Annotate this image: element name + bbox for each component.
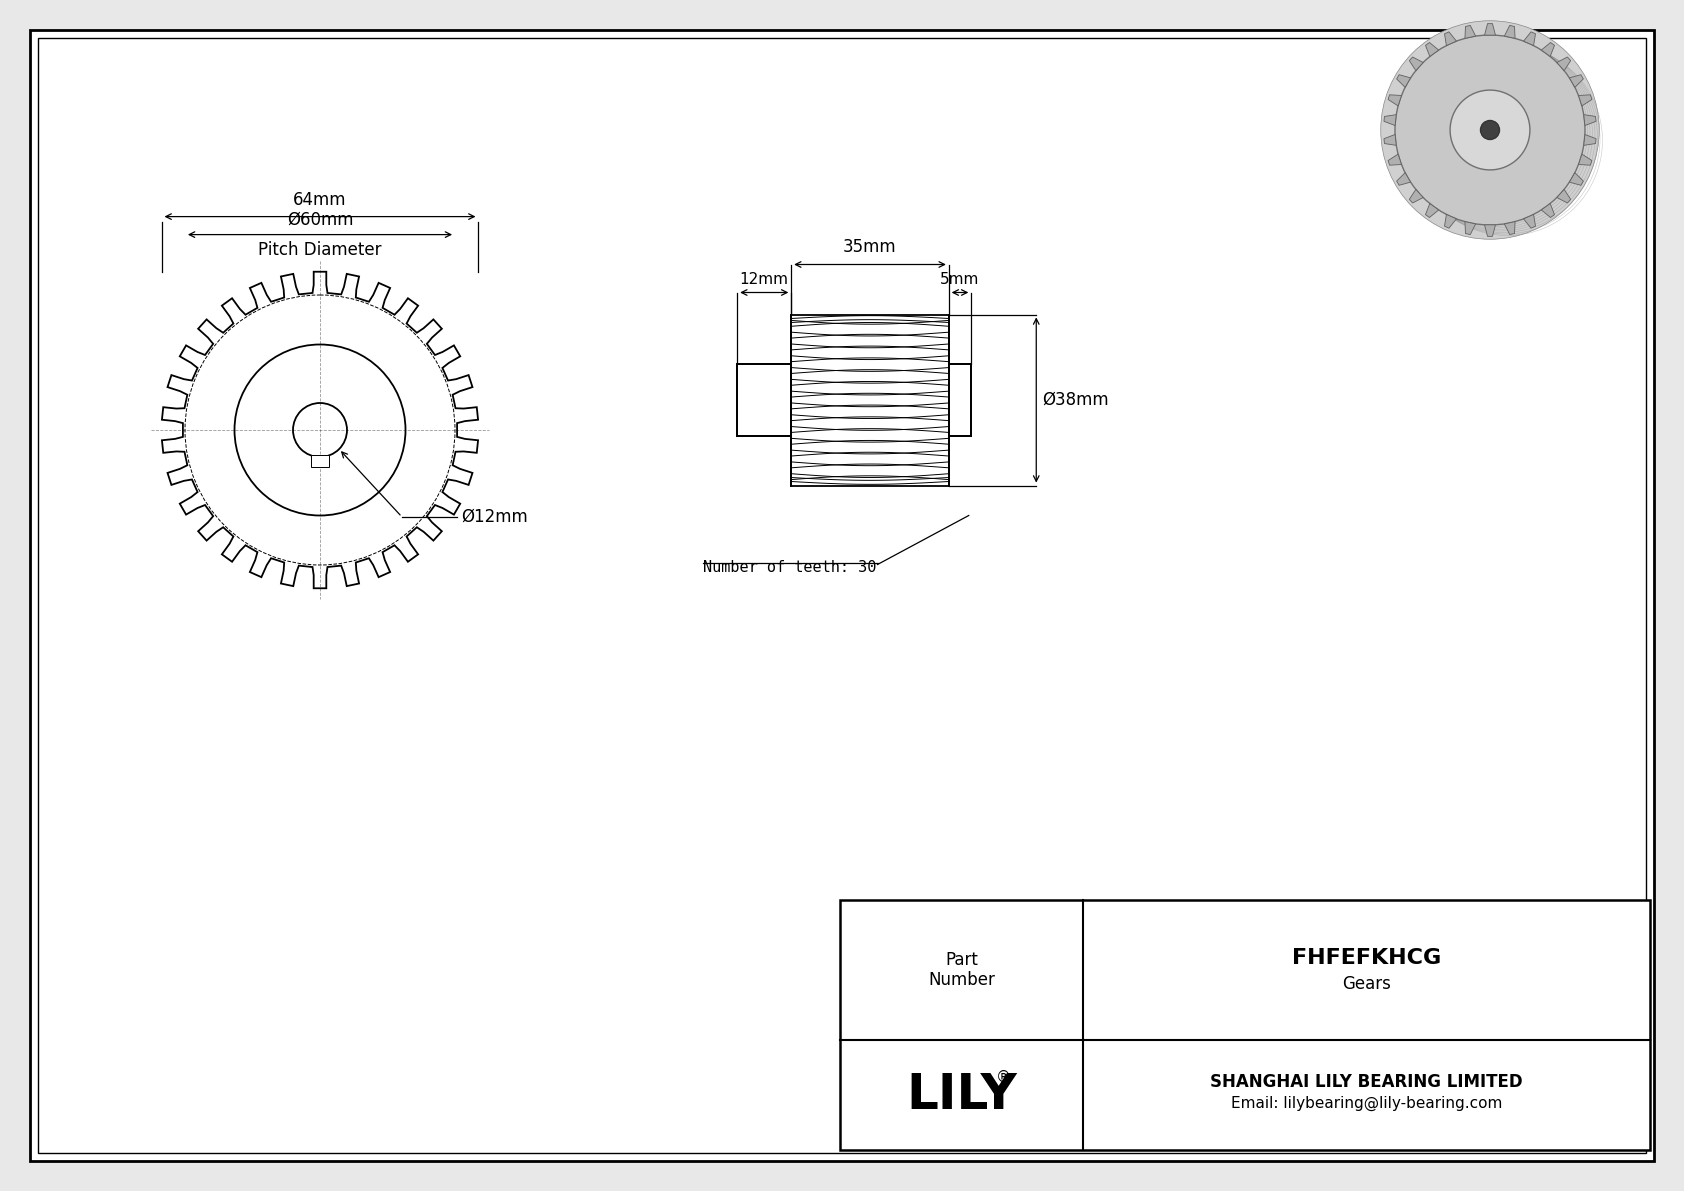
Text: SHANGHAI LILY BEARING LIMITED: SHANGHAI LILY BEARING LIMITED <box>1211 1073 1522 1091</box>
Polygon shape <box>1445 214 1457 229</box>
Polygon shape <box>1578 154 1591 166</box>
Text: 5mm: 5mm <box>940 272 980 287</box>
Polygon shape <box>1583 135 1596 145</box>
Circle shape <box>1394 35 1585 225</box>
Text: Ø60mm: Ø60mm <box>286 211 354 229</box>
Circle shape <box>1381 20 1600 239</box>
Polygon shape <box>1541 43 1554 56</box>
Circle shape <box>1450 91 1529 170</box>
Polygon shape <box>1425 204 1438 218</box>
Polygon shape <box>1388 154 1401 166</box>
Text: FHFEFKHCG: FHFEFKHCG <box>1292 948 1442 968</box>
Bar <box>791 314 948 486</box>
Bar <box>312 455 328 467</box>
Polygon shape <box>1583 114 1596 125</box>
Text: 12mm: 12mm <box>739 272 788 287</box>
Polygon shape <box>1569 173 1583 186</box>
Polygon shape <box>1569 75 1583 87</box>
Polygon shape <box>1556 189 1571 202</box>
Polygon shape <box>1396 75 1411 87</box>
Text: Ø12mm: Ø12mm <box>461 509 527 526</box>
Polygon shape <box>1556 57 1571 70</box>
Polygon shape <box>1410 57 1423 70</box>
Bar <box>948 364 972 436</box>
Polygon shape <box>1384 135 1396 145</box>
Polygon shape <box>1524 214 1536 229</box>
Bar <box>840 900 1650 1151</box>
Text: Number: Number <box>928 971 995 989</box>
Polygon shape <box>1388 95 1401 106</box>
Polygon shape <box>1541 204 1554 218</box>
Text: Number of teeth: 30: Number of teeth: 30 <box>704 561 877 575</box>
Polygon shape <box>1485 24 1495 36</box>
Bar <box>791 314 948 486</box>
Polygon shape <box>1504 25 1516 38</box>
Polygon shape <box>1524 32 1536 45</box>
Polygon shape <box>1396 173 1411 186</box>
Text: Part: Part <box>945 950 978 969</box>
Text: Ø38mm: Ø38mm <box>1042 391 1108 409</box>
Polygon shape <box>1425 43 1438 56</box>
Polygon shape <box>1578 95 1591 106</box>
Text: LILY: LILY <box>906 1071 1017 1120</box>
Polygon shape <box>1465 222 1475 235</box>
Polygon shape <box>1445 32 1457 45</box>
Polygon shape <box>1384 114 1396 125</box>
Polygon shape <box>1465 25 1475 38</box>
Polygon shape <box>1410 189 1423 202</box>
Circle shape <box>1480 120 1499 139</box>
Polygon shape <box>1485 225 1495 236</box>
Polygon shape <box>1504 222 1516 235</box>
Text: Pitch Diameter: Pitch Diameter <box>258 241 382 258</box>
Text: Email: lilybearing@lily-bearing.com: Email: lilybearing@lily-bearing.com <box>1231 1096 1502 1111</box>
Bar <box>738 364 791 436</box>
Text: ®: ® <box>995 1070 1010 1085</box>
Text: Gears: Gears <box>1342 975 1391 993</box>
Text: 35mm: 35mm <box>844 238 898 256</box>
Text: 64mm: 64mm <box>293 191 347 208</box>
